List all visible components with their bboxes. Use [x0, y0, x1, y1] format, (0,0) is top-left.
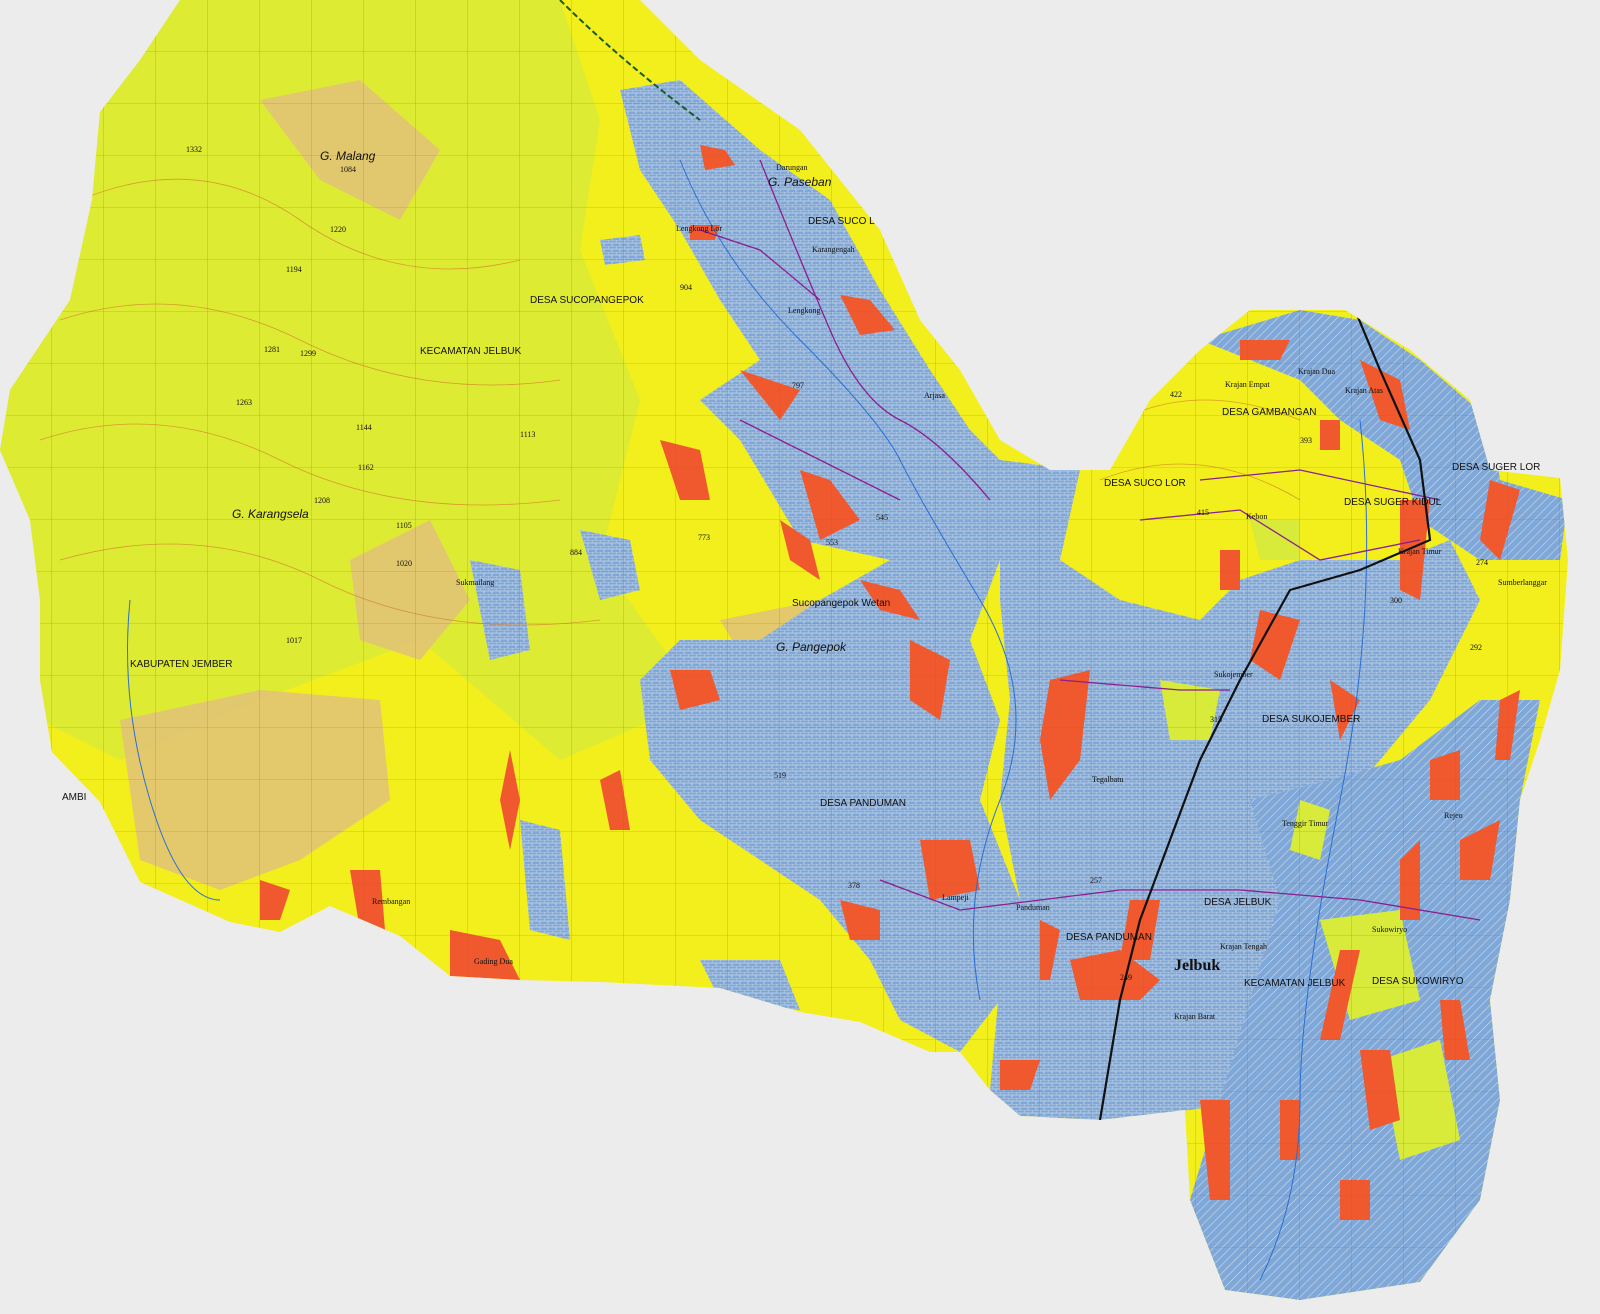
regency-road [559, 0, 701, 121]
spot-height: 1105 [396, 521, 412, 530]
spot-height: 1332 [186, 145, 202, 154]
label-kecamatan-jelbuk-south: KECAMATAN JELBUK [1244, 978, 1346, 989]
label-lengkong-lor: Lengkong Lor [676, 224, 722, 233]
label-tenggir-timur: Tenggir Timur [1282, 819, 1329, 828]
label-desa-jelbuk: DESA JELBUK [1204, 897, 1272, 908]
label-lengkong: Lengkong [788, 306, 820, 315]
label-desa-panduman-west: DESA PANDUMAN [820, 798, 906, 809]
spot-height: 545 [876, 513, 888, 522]
label-desa-suger-lor: DESA SUGER LOR [1452, 462, 1540, 473]
label-jelbuk: Jelbuk [1174, 957, 1220, 974]
label-g-paseban: G. Paseban [768, 175, 832, 189]
label-darungan: Darungan [776, 163, 808, 172]
spot-height: 315 [1210, 715, 1222, 724]
label-karangengah: Karangengah [812, 245, 855, 254]
spot-height: 1194 [286, 265, 302, 274]
spot-height: 904 [680, 283, 692, 292]
label-ambi: AMBI [62, 792, 86, 803]
spot-height: 1020 [396, 559, 412, 568]
spot-height: 1299 [300, 349, 316, 358]
spot-height: 415 [1197, 508, 1209, 517]
spot-height: 884 [570, 548, 582, 557]
spot-height: 1144 [356, 423, 372, 432]
spot-height: 292 [1470, 643, 1482, 652]
label-desa-suger-kidul: DESA SUGER KIDUL [1344, 497, 1442, 508]
spot-height: 1113 [520, 430, 535, 439]
spot-height: 378 [848, 881, 860, 890]
roads [699, 159, 1481, 921]
spot-height: 422 [1170, 390, 1182, 399]
label-sukmailang: Sukmailang [456, 578, 494, 587]
label-rembangan: Rembangan [372, 897, 410, 906]
label-g-pangepok: G. Pangepok [776, 640, 847, 654]
spot-height: 773 [698, 533, 710, 542]
map-labels: G. Malang G. Paseban DESA SUCO L DESA SU… [62, 149, 1547, 1021]
label-kecamatan-jelbuk-north: KECAMATAN JELBUK [420, 346, 522, 357]
spot-height: 1220 [330, 225, 346, 234]
label-krajan-barat: Krajan Barat [1174, 1012, 1216, 1021]
spot-height: 257 [1090, 876, 1102, 885]
label-g-malang: G. Malang [320, 149, 376, 163]
spot-height: 1084 [340, 165, 356, 174]
rivers [127, 159, 1368, 1281]
label-desa-suco-lor-north: DESA SUCO L [808, 216, 875, 227]
label-rejeo: Rejeo [1444, 811, 1463, 820]
label-lampeji: Lampeji [942, 893, 969, 902]
label-sukowiryo: Sukowiryo [1372, 925, 1407, 934]
label-tegalbatu: Tegalbatu [1092, 775, 1123, 784]
label-g-karangsela: G. Karangsela [232, 507, 309, 521]
label-desa-suco-lor: DESA SUCO LOR [1104, 478, 1186, 489]
label-krajan-empat: Krajan Empat [1225, 380, 1270, 389]
label-desa-panduman: DESA PANDUMAN [1066, 932, 1152, 943]
spot-height: 1263 [236, 398, 252, 407]
spot-height: 274 [1476, 558, 1488, 567]
label-kebon: Kebon [1246, 512, 1267, 521]
label-kabupaten-jember: KABUPATEN JEMBER [130, 659, 232, 670]
spot-height: 300 [1390, 596, 1402, 605]
spot-heights: 1084 1332 1220 1194 1281 1299 1263 1144 1113 1162… [186, 145, 1488, 982]
label-sucopangepok-wetan: Sucopangepok Wetan [792, 598, 890, 609]
spot-height: 797 [792, 381, 804, 390]
label-krajan-dua: Krajan Dua [1298, 367, 1336, 376]
spot-height: 553 [826, 538, 838, 547]
spot-height: 393 [1300, 436, 1312, 445]
label-desa-gambangan: DESA GAMBANGAN [1222, 407, 1316, 418]
label-sukojember: Sukojember [1214, 670, 1253, 679]
label-sumberlanggar: Sumberlanggar [1498, 578, 1547, 587]
label-desa-sukojember: DESA SUKOJEMBER [1262, 714, 1360, 725]
label-krajan-atas: Krajan Atas [1345, 386, 1383, 395]
spot-height: 249 [1120, 973, 1132, 982]
label-desa-sucopangepok: DESA SUCOPANGEPOK [530, 295, 644, 306]
label-panduman: Panduman [1016, 903, 1050, 912]
label-gading-dua: Gading Dua [474, 957, 513, 966]
main-road [1098, 309, 1432, 1121]
spot-height: 1162 [358, 463, 374, 472]
label-arjasa: Arjasa [924, 391, 945, 400]
label-krajan-timur: Krajan Timur [1398, 547, 1442, 556]
label-desa-sukowiryo: DESA SUKOWIRYO [1372, 976, 1464, 987]
label-krajan-tengah: Krajan Tengah [1220, 942, 1267, 951]
spot-height: 1017 [286, 636, 302, 645]
spot-height: 519 [774, 771, 786, 780]
spot-height: 1281 [264, 345, 280, 354]
spot-height: 1208 [314, 496, 330, 505]
